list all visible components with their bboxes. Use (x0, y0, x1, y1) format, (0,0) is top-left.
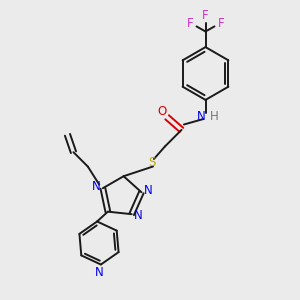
Text: F: F (202, 9, 209, 22)
Text: N: N (95, 266, 104, 278)
Text: N: N (144, 184, 152, 197)
Text: O: O (157, 105, 166, 119)
Text: N: N (196, 110, 206, 123)
Text: F: F (218, 16, 224, 30)
Text: H: H (209, 110, 218, 123)
Text: N: N (92, 180, 100, 193)
Text: S: S (149, 155, 156, 169)
Text: F: F (187, 16, 193, 30)
Text: N: N (134, 209, 143, 222)
